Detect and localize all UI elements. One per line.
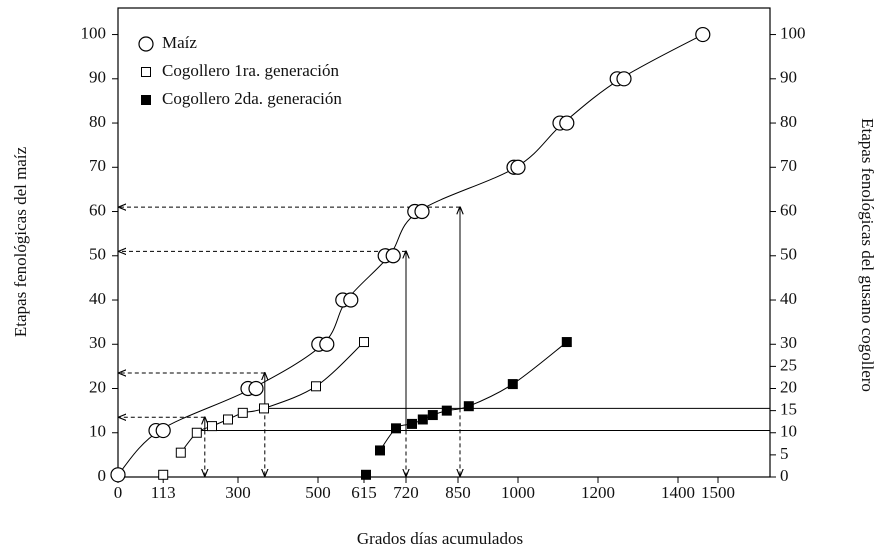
point (427, 410, 438, 421)
x-tick-label: 1500 (701, 483, 735, 502)
point (375, 445, 385, 456)
point (407, 418, 417, 429)
y2-tick-label: 100 (780, 23, 806, 42)
y2-tick-label: 5 (780, 444, 789, 463)
legend-marker (138, 36, 154, 52)
point (507, 379, 518, 390)
legend-label: Maíz (162, 33, 197, 52)
point (391, 423, 401, 434)
legend-label: Cogollero 2da. generación (162, 89, 342, 108)
y-tick-label: 10 (89, 422, 106, 441)
y2-tick-label: 0 (780, 466, 789, 485)
x-tick-label: 615 (351, 483, 377, 502)
point (248, 380, 264, 397)
y-axis-label: Etapas fenológicas del maíz (11, 146, 30, 337)
y-tick-label: 0 (98, 466, 107, 485)
y2-tick-label: 90 (780, 68, 797, 87)
y-tick-label: 80 (89, 112, 106, 131)
legend-marker (141, 67, 151, 77)
point (417, 414, 428, 425)
x-tick-label: 113 (151, 483, 176, 502)
point (259, 403, 269, 414)
point (361, 469, 371, 480)
point (155, 422, 171, 439)
point (559, 115, 575, 131)
point (223, 414, 233, 425)
point (463, 401, 474, 412)
point (385, 248, 401, 264)
plot-frame (117, 7, 771, 478)
x-axis-label: Grados días acumulados (357, 529, 523, 548)
x-tick-label: 720 (393, 483, 419, 502)
point (561, 337, 572, 348)
point (414, 203, 430, 220)
y-tick-label: 60 (89, 200, 106, 219)
y2-tick-label: 15 (780, 400, 797, 419)
point (695, 26, 711, 43)
y2-tick-label: 50 (780, 245, 797, 264)
y2-tick-label: 25 (780, 355, 797, 374)
fit-curve (379, 341, 568, 451)
point (191, 427, 202, 438)
x-tick-label: 850 (445, 483, 471, 502)
y2-tick-label: 10 (780, 422, 797, 441)
legend-label: Cogollero 1ra. generación (162, 61, 340, 80)
y-tick-label: 20 (89, 377, 106, 396)
point (207, 421, 217, 432)
y2-axis-label: Etapas fenológicas del gusano cogollero (858, 118, 877, 392)
point (110, 467, 126, 483)
point (311, 381, 321, 392)
point (319, 336, 335, 352)
fit-curve (180, 341, 365, 453)
legend-marker (141, 95, 151, 105)
point (158, 469, 169, 480)
x-tick-label: 1200 (581, 483, 615, 502)
y-tick-label: 100 (81, 23, 107, 42)
y2-tick-label: 30 (780, 333, 797, 352)
point (237, 407, 248, 418)
y2-tick-label: 80 (780, 112, 797, 131)
x-tick-label: 1000 (501, 483, 535, 502)
x-tick-label: 1400 (661, 483, 695, 502)
point (616, 71, 632, 87)
y2-tick-label: 70 (780, 156, 797, 175)
y2-tick-label: 60 (780, 200, 797, 219)
x-tick-label: 300 (225, 483, 251, 502)
point (441, 405, 452, 416)
y-tick-label: 70 (89, 156, 106, 175)
point (510, 159, 526, 175)
y2-tick-label: 40 (780, 289, 797, 308)
y-tick-label: 30 (89, 333, 106, 352)
x-tick-label: 500 (305, 483, 331, 502)
point (359, 337, 369, 348)
point (343, 292, 359, 308)
x-tick-label: 0 (114, 483, 123, 502)
y-tick-label: 90 (89, 68, 106, 87)
y-tick-label: 40 (89, 289, 106, 308)
y2-tick-label: 20 (780, 377, 797, 396)
y-tick-label: 50 (89, 245, 106, 264)
point (175, 447, 186, 458)
